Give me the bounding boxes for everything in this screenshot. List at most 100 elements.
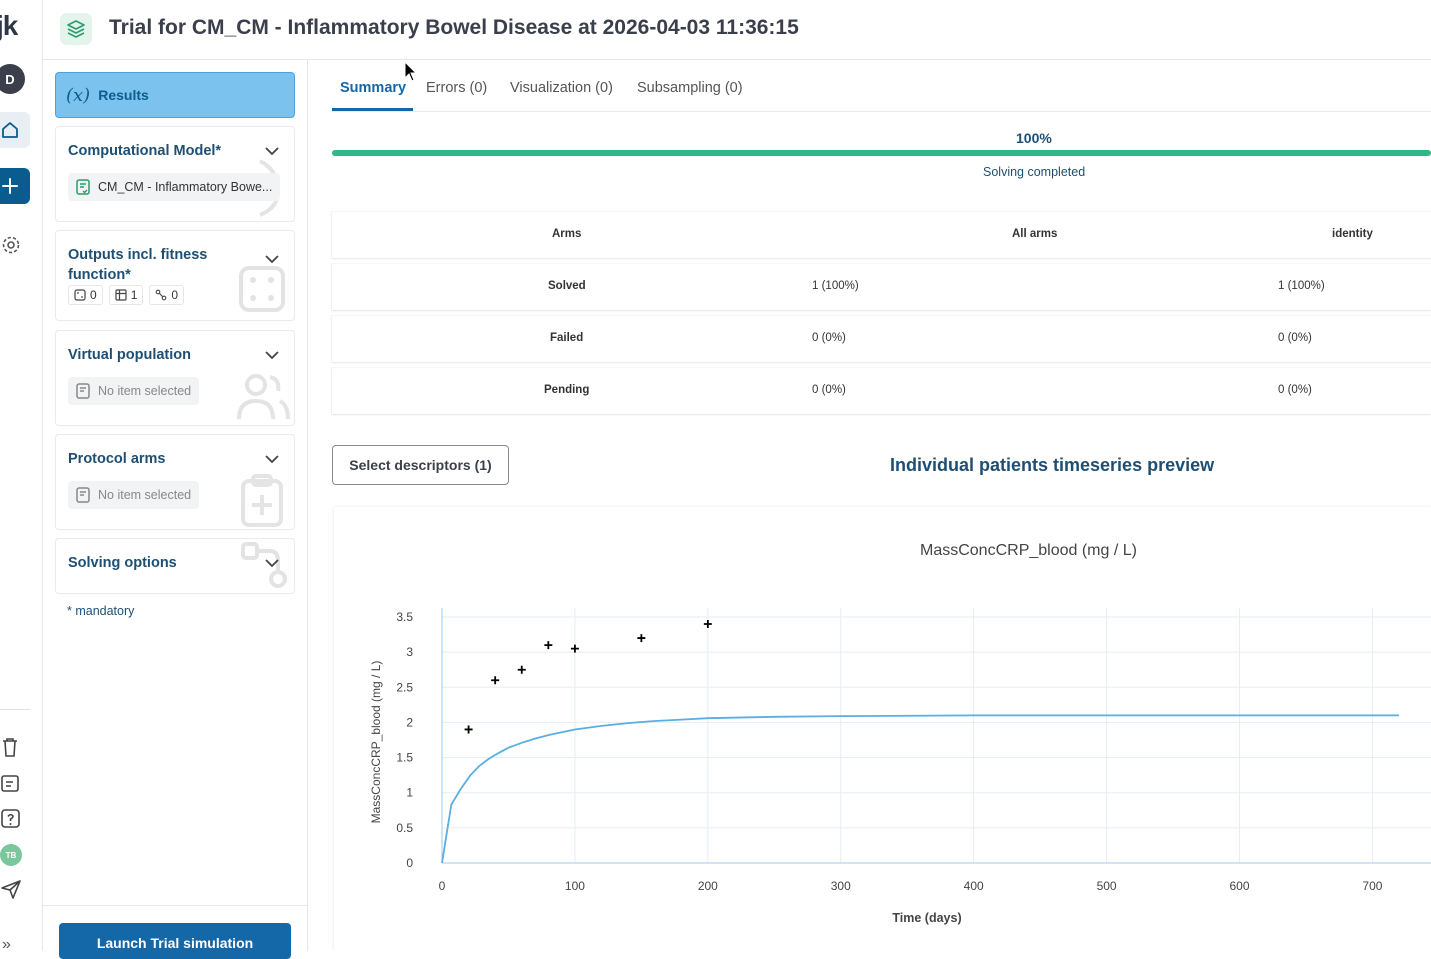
settings-button[interactable] <box>0 234 22 261</box>
x-tick-label: 500 <box>1097 879 1117 893</box>
create-button[interactable] <box>0 168 30 204</box>
table-output-count: 1 <box>108 285 144 305</box>
y-axis-label: MassConcCRP_blood (mg / L) <box>369 661 383 824</box>
outputs-card[interactable]: Outputs incl. fitness function* 0 1 0 <box>55 230 295 321</box>
send-button[interactable] <box>0 878 22 905</box>
virtual-population-chip[interactable]: No item selected <box>68 377 200 405</box>
results-main: Summary Errors (0) Visualization (0) Sub… <box>308 60 1431 951</box>
chevron-down-icon[interactable] <box>264 143 280 159</box>
launch-trial-button[interactable]: Launch Trial simulation <box>59 923 291 959</box>
solving-options-card[interactable]: Solving options <box>55 538 295 594</box>
x-tick-label: 300 <box>831 879 851 893</box>
results-button[interactable]: (x) Results <box>55 72 295 118</box>
protocol-arms-chip[interactable]: No item selected <box>68 481 200 509</box>
selected-model-chip[interactable]: CM_CM - Inflammatory Bowe... <box>68 173 281 201</box>
timeseries-chart: 0 100 200 300 400 500 600 700 0 0.5 1 1.5 2 2.5 3 3.5 Ti… <box>369 608 1431 925</box>
scalar-output-count: 0 <box>68 285 103 305</box>
x-axis-label: Time (days) <box>892 911 961 925</box>
table-header-row: Arms All arms identity <box>332 212 1431 258</box>
series-line <box>441 714 1399 864</box>
column-header: All arms <box>1012 228 1058 240</box>
x-tick-label: 600 <box>1229 879 1249 893</box>
y-tick-label: 1.5 <box>396 751 413 765</box>
data-point <box>464 725 473 734</box>
help-icon <box>1 809 20 828</box>
page-header: Trial for CM_CM - Inflammatory Bowel Dis… <box>43 0 1431 60</box>
layers-icon <box>60 13 92 45</box>
selected-model-label: CM_CM - Inflammatory Bowe... <box>98 180 273 194</box>
user-avatar[interactable]: D <box>0 64 25 94</box>
table-cell: 1 (100%) <box>812 280 859 292</box>
data-point <box>570 644 579 653</box>
active-tab-indicator <box>332 108 413 111</box>
app-logo[interactable]: jk <box>0 10 18 41</box>
document-check-icon <box>76 179 90 195</box>
team-avatar[interactable]: TB <box>0 844 22 866</box>
rail-divider <box>0 709 30 710</box>
x-tick-label: 100 <box>565 879 585 893</box>
trial-config-panel: (x) Results Computational Model* CM_CM -… <box>43 60 308 959</box>
y-tick-label: 0 <box>406 856 413 870</box>
route-icon <box>156 289 167 301</box>
virtual-population-value: No item selected <box>98 384 192 398</box>
select-descriptors-button[interactable]: Select descriptors (1) <box>332 445 509 485</box>
row-label: Pending <box>544 384 590 396</box>
x-tick-label: 400 <box>964 879 984 893</box>
help-button[interactable] <box>0 808 22 835</box>
x-tick-label: 200 <box>698 879 718 893</box>
fitness-output-count: 0 <box>149 285 185 305</box>
trash-button[interactable] <box>0 736 20 763</box>
chevron-down-icon[interactable] <box>264 347 280 363</box>
table-row: Pending 0 (0%) 0 (0%) <box>332 368 1431 414</box>
notes-button[interactable] <box>0 772 22 799</box>
y-tick-label: 1 <box>406 786 413 800</box>
tab-subsampling[interactable]: Subsampling (0) <box>637 80 743 96</box>
chart-title: MassConcCRP_blood (mg / L) <box>920 542 1137 559</box>
tab-visualization[interactable]: Visualization (0) <box>510 80 613 96</box>
table-cell: 1 (100%) <box>1278 280 1325 292</box>
y-tick-label: 3 <box>406 645 413 659</box>
chevron-down-icon[interactable] <box>264 451 280 467</box>
outputs-watermark-icon <box>239 266 285 312</box>
protocol-arms-value: No item selected <box>98 488 192 502</box>
y-tick-label: 3.5 <box>396 610 413 624</box>
table-cell: 0 (0%) <box>1278 384 1312 396</box>
x-tick-label: 700 <box>1362 879 1382 893</box>
y-tick-label: 2 <box>406 715 413 729</box>
protocol-arms-card[interactable]: Protocol arms No item selected <box>55 434 295 530</box>
progress-status: Solving completed <box>983 165 1086 179</box>
column-header: identity <box>1332 228 1373 240</box>
card-title: Virtual population <box>68 347 191 363</box>
chevron-down-icon[interactable] <box>264 251 280 267</box>
progress-bar-fill <box>332 150 1431 156</box>
expand-rail-button[interactable]: » <box>2 936 11 953</box>
data-point <box>517 665 526 674</box>
page-title: Trial for CM_CM - Inflammatory Bowel Dis… <box>109 16 799 39</box>
plus-icon <box>2 178 18 194</box>
table-cell: 0 (0%) <box>812 332 846 344</box>
results-tabs: Summary Errors (0) Visualization (0) Sub… <box>332 60 1431 112</box>
send-icon <box>1 880 21 899</box>
card-title: Computational Model* <box>68 143 222 159</box>
document-question-icon <box>76 487 90 503</box>
tab-errors[interactable]: Errors (0) <box>426 80 488 96</box>
preview-title: Individual patients timeseries preview <box>890 455 1215 475</box>
row-label: Solved <box>548 280 586 292</box>
row-label: Failed <box>550 332 584 344</box>
x-tick-label: 0 <box>439 879 446 893</box>
card-title: Solving options <box>68 555 177 571</box>
clipboard-plus-watermark-icon <box>241 474 283 527</box>
chevron-down-icon[interactable] <box>264 555 280 571</box>
home-button[interactable] <box>0 112 30 148</box>
virtual-population-card[interactable]: Virtual population No item selected <box>55 330 295 426</box>
card-title: Outputs incl. fitness function* <box>68 247 208 283</box>
panel-footer-divider <box>43 905 308 906</box>
tab-summary[interactable]: Summary <box>340 80 407 96</box>
notes-icon <box>1 775 19 792</box>
data-point <box>703 620 712 629</box>
progress-bar <box>332 150 1431 156</box>
table-icon <box>115 289 127 301</box>
data-point <box>637 634 646 643</box>
table-cell: 0 (0%) <box>812 384 846 396</box>
computational-model-card[interactable]: Computational Model* CM_CM - Inflammator… <box>55 126 295 222</box>
